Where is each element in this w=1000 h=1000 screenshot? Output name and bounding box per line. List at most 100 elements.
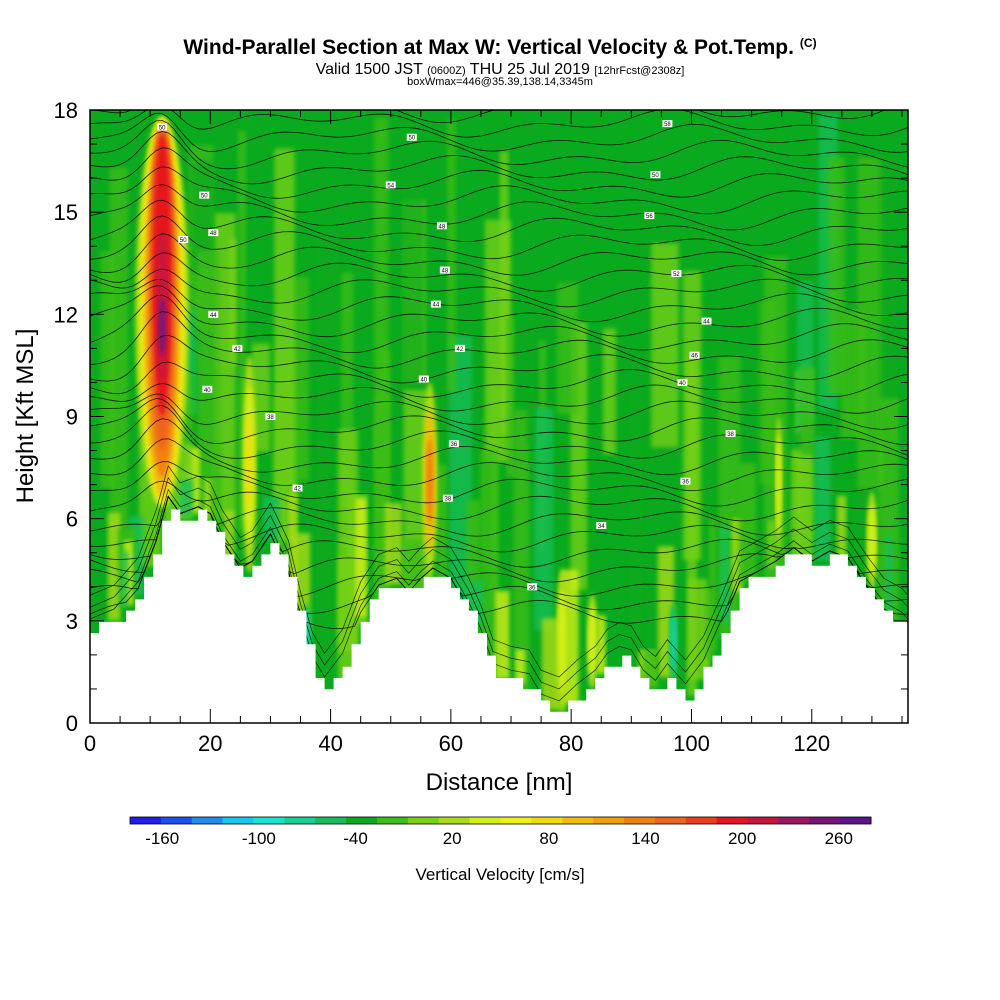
isentrope-label-text: 38: [445, 497, 452, 503]
colorbar-tick-label: 140: [631, 829, 659, 848]
isentrope-label-bg: [292, 484, 303, 492]
velocity-streak: [237, 130, 247, 531]
isentrope-label: 40: [677, 378, 688, 387]
colorbar: -160 -100 -40 20 80 140 200 260: [129, 816, 872, 848]
isentrope-label-text: 42: [234, 347, 241, 353]
isentrope-labels: 50 50 58 50 54 50 48 50 48 56 48 52 44 44 44 42 42 46 40 40…: [157, 120, 736, 591]
isentrope-label: 58: [662, 120, 673, 128]
x-tick-label: 80: [559, 731, 583, 756]
isentrope-line: [90, 268, 908, 308]
colorbar-tick-label: 80: [539, 829, 558, 848]
y-tick-label: 9: [66, 405, 78, 430]
isentrope-label-bg: [232, 344, 243, 352]
velocity-streak: [251, 343, 271, 453]
isentrope-label-bg: [671, 269, 682, 277]
isentrope-line: [90, 398, 908, 446]
velocity-streak: [534, 408, 554, 631]
isentrope-line: [90, 279, 908, 323]
velocity-streak: [437, 464, 447, 579]
isentrope-line: [90, 294, 908, 353]
isentrope-label-text: 36: [682, 480, 689, 486]
colorbar-swatch: [160, 817, 193, 824]
velocity-streak: [179, 479, 194, 517]
isentrope-label-bg: [418, 375, 429, 383]
isentrope-label: 48: [436, 222, 447, 230]
colorbar-swatch: [130, 817, 162, 824]
velocity-streak: [109, 167, 128, 529]
isentrope-line: [90, 199, 908, 246]
isentrope-line: [90, 382, 908, 414]
velocity-streak: [495, 590, 510, 679]
isentrope-label-text: 50: [652, 173, 659, 179]
isentrope-label-text: 36: [529, 585, 536, 591]
isentrope-label-bg: [199, 191, 210, 199]
velocity-streak: [709, 517, 717, 651]
isentrope-line: [90, 488, 908, 702]
isentrope-label-text: 48: [439, 224, 446, 230]
colorbar-swatch: [500, 817, 532, 824]
velocity-streak: [541, 618, 561, 710]
velocity-streak: [506, 318, 515, 477]
valid-time: Valid 1500 JST: [315, 61, 423, 78]
isentrope-line: [90, 361, 908, 398]
isentrope-label: 48: [439, 266, 450, 275]
isentrope-line: [90, 184, 908, 231]
isentrope-label-bg: [406, 133, 417, 141]
colorbar-swatch: [778, 817, 810, 824]
velocity-streak: [229, 238, 237, 367]
isentrope-line: [90, 495, 908, 537]
isentrope-label-text: 50: [408, 136, 415, 142]
isentrope-label-text: 40: [204, 388, 211, 394]
velocity-streak: [447, 119, 456, 392]
velocity-streak: [355, 498, 367, 617]
isentrope-label: 36: [448, 440, 459, 448]
isentrope-line: [90, 147, 908, 199]
isentrope-label: 40: [202, 385, 213, 394]
isentrope-label: 42: [232, 344, 243, 353]
isentrope-label: 36: [527, 583, 538, 591]
isentrope-label: 46: [689, 351, 700, 360]
isentrope-line: [90, 495, 908, 568]
colorbar-tick-label: 260: [825, 829, 853, 848]
isentrope-label-bg: [385, 181, 396, 189]
x-tick-label: 40: [318, 731, 342, 756]
isentrope-line: [90, 418, 908, 476]
isentrope-line: [90, 405, 908, 459]
isentrope-label-bg: [701, 317, 712, 325]
isentrope-label: 42: [292, 484, 303, 493]
isentrope-label-text: 46: [691, 354, 698, 360]
velocity-streak: [688, 578, 708, 680]
valid-date: THU 25 Jul 2019: [469, 61, 590, 78]
isentrope-label-bg: [454, 344, 465, 352]
copyright-mark: (C): [799, 36, 817, 50]
y-tick-label: 3: [66, 609, 78, 634]
velocity-streak: [316, 371, 331, 699]
isentrope-label: 34: [596, 521, 607, 530]
isentrope-label-text: 42: [294, 487, 301, 493]
colorbar-swatch: [438, 817, 471, 824]
y-tick-label: 15: [54, 200, 78, 225]
isentrope-line: [90, 110, 908, 138]
colorbar-swatch: [191, 817, 224, 824]
isentrope-label-bg: [157, 123, 168, 131]
isentrope-label: 38: [442, 494, 453, 503]
isentrope-label: 40: [418, 375, 429, 384]
isentrope-line: [90, 495, 908, 553]
colorbar-swatch: [624, 817, 656, 824]
isentrope-label: 54: [385, 181, 396, 189]
isentrope-label-text: 48: [442, 269, 449, 275]
velocity-streak: [704, 591, 714, 661]
isentrope-label-text: 40: [679, 381, 686, 387]
isentrope-line: [90, 480, 908, 522]
updraft-cell: [246, 416, 253, 513]
isentrope-label-text: 40: [420, 378, 427, 384]
velocity-streak: [121, 551, 129, 609]
updraft-cell: [868, 505, 876, 577]
y-tick-label: 0: [66, 711, 78, 736]
velocity-streak: [513, 409, 530, 723]
y-axis-label: Height [Kft MSL]: [12, 329, 39, 504]
colorbar-swatch: [222, 817, 254, 824]
isentrope-label: 52: [671, 269, 682, 278]
isentrope-label-bg: [208, 229, 219, 237]
isentrope-line: [90, 311, 908, 369]
